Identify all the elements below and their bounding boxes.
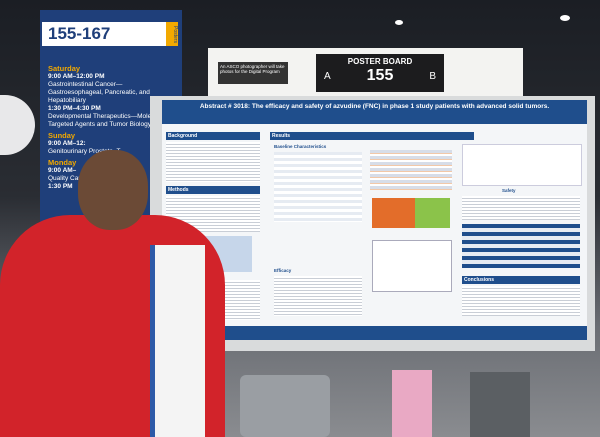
light — [395, 20, 403, 25]
board-plate: POSTER BOARD A 155 B — [316, 54, 444, 92]
session-time: 1:30 PM — [48, 183, 73, 190]
bag — [150, 245, 205, 437]
section-header: Results — [270, 132, 474, 140]
board-number: 155 — [366, 67, 394, 84]
day: Monday — [48, 158, 77, 167]
session-topic: Gastrointestinal Cancer—Gastroesophageal… — [48, 81, 150, 104]
session-time: 9:00 AM– — [48, 167, 77, 174]
section-header: Conclusions — [462, 276, 580, 284]
section-header: Methods — [166, 186, 260, 194]
chart — [372, 240, 452, 292]
table — [370, 150, 452, 190]
session-time: 9:00 AM–12: — [48, 140, 86, 147]
day: Saturday — [48, 64, 81, 73]
poster: Abstract # 3018: The efficacy and safety… — [162, 100, 587, 340]
poster-frame: Abstract # 3018: The efficacy and safety… — [150, 96, 595, 351]
text-block — [462, 286, 580, 316]
poster-title: Abstract # 3018: The efficacy and safety… — [162, 100, 587, 124]
table — [462, 224, 580, 268]
sign-tag: Posters — [166, 22, 178, 46]
light — [560, 15, 570, 21]
section-header: Background — [166, 132, 260, 140]
chart — [462, 144, 582, 186]
session-time: 9:00 AM–12:00 PM — [48, 73, 105, 80]
board-left: A — [324, 71, 331, 82]
poster-footer — [162, 326, 587, 340]
session-time: 1:30 PM–4:30 PM — [48, 105, 101, 112]
session-topic: Developmental Therapeutics—Molecularly T… — [48, 113, 170, 128]
sub-header: Safety — [502, 188, 516, 193]
text-block — [166, 142, 260, 182]
person — [392, 370, 432, 437]
board-sign: An ASCO photographer will take photos fo… — [208, 48, 523, 98]
session-topic: Genitourinary Prostate, T — [48, 148, 121, 155]
sub-header: Efficacy — [274, 268, 292, 273]
sign-range: 155-167 — [42, 22, 170, 46]
text-block — [274, 276, 362, 316]
sign-days: Saturday 9:00 AM–12:00 PM Gastrointestinal… — [48, 62, 173, 191]
text-block — [462, 196, 580, 220]
head — [78, 150, 148, 230]
person — [470, 372, 530, 437]
chart — [372, 198, 450, 228]
table — [274, 152, 362, 222]
board-right: B — [429, 71, 436, 82]
sub-header: Baseline Characteristics — [274, 144, 327, 149]
chair — [240, 375, 330, 437]
day: Sunday — [48, 131, 76, 140]
lamp — [0, 95, 35, 155]
board-note: An ASCO photographer will take photos fo… — [218, 62, 288, 84]
board-label: POSTER BOARD — [347, 57, 413, 66]
